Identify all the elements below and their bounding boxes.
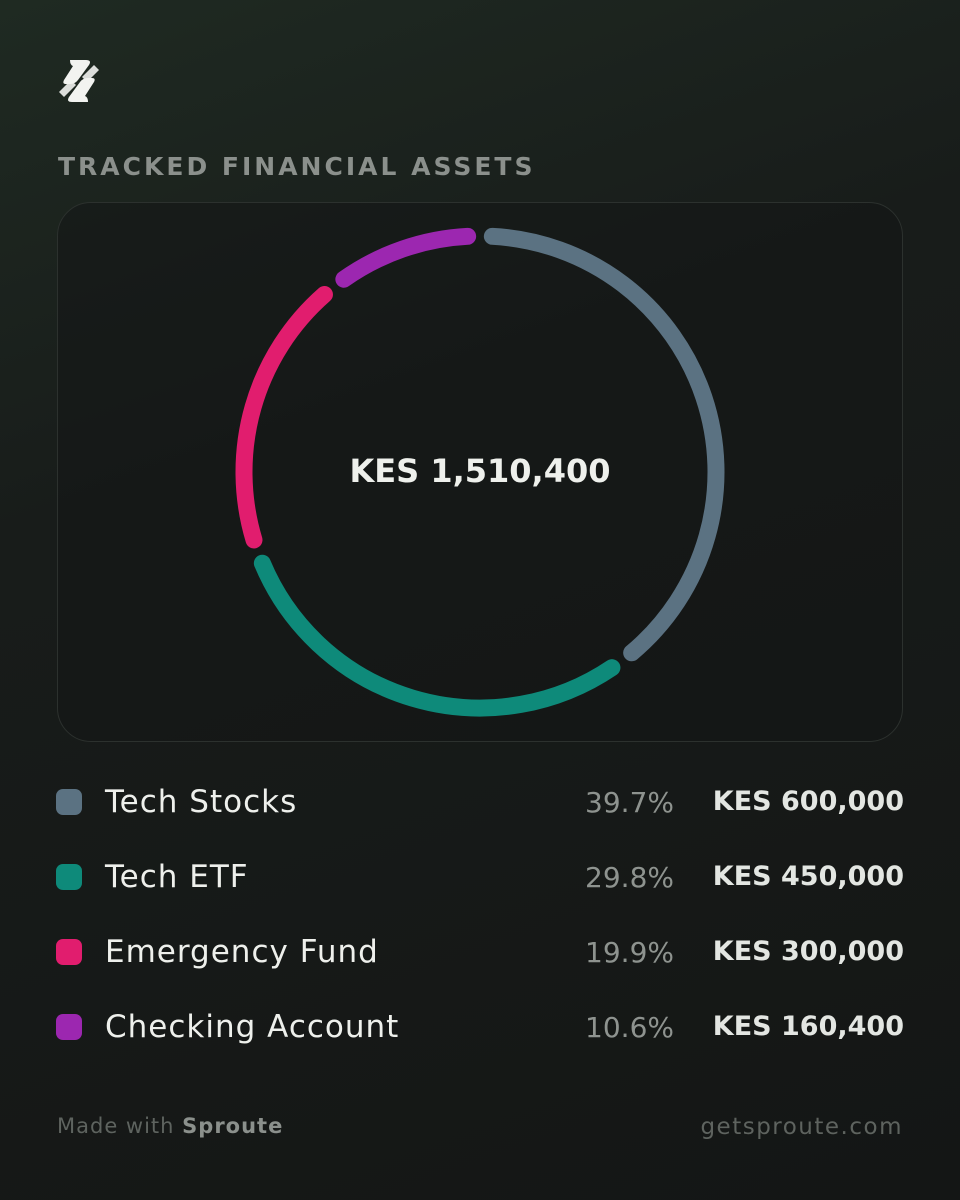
sproute-logo-icon <box>59 60 99 102</box>
chart-total-label: KES 1,510,400 <box>349 452 611 490</box>
footer-made-with: Made with <box>57 1114 175 1138</box>
footer-brand: Sproute <box>182 1114 284 1138</box>
legend-label: Tech ETF <box>105 859 249 895</box>
legend-percent: 39.7% <box>585 786 674 819</box>
legend-percent: 29.8% <box>585 861 674 894</box>
donut-slice-tech-stocks <box>483 227 725 662</box>
chart-card <box>57 202 903 742</box>
legend-swatch <box>56 1014 82 1040</box>
legend-item-checking-account: Checking Account 10.6% KES 160,400 <box>56 995 904 1070</box>
legend-value: KES 160,400 <box>712 1011 904 1042</box>
legend-percent: 19.9% <box>585 936 674 969</box>
legend-item-emergency-fund: Emergency Fund 19.9% KES 300,000 <box>56 920 904 995</box>
legend-percent: 10.6% <box>585 1011 674 1044</box>
legend-swatch <box>56 864 82 890</box>
section-title: TRACKED FINANCIAL ASSETS <box>58 152 536 181</box>
legend-value: KES 450,000 <box>712 861 904 892</box>
legend-label: Tech Stocks <box>105 784 298 820</box>
legend-value: KES 600,000 <box>712 786 904 817</box>
legend-label: Checking Account <box>105 1009 400 1045</box>
donut-slice-checking-account <box>335 227 477 288</box>
legend-value: KES 300,000 <box>712 936 904 967</box>
donut-chart <box>235 227 725 717</box>
donut-slice-emergency-fund <box>235 286 333 549</box>
footer-credit: Made with Sproute <box>57 1114 283 1138</box>
legend: Tech Stocks 39.7% KES 600,000 Tech ETF 2… <box>56 770 904 1070</box>
legend-item-tech-etf: Tech ETF 29.8% KES 450,000 <box>56 845 904 920</box>
legend-swatch <box>56 789 82 815</box>
legend-label: Emergency Fund <box>105 934 379 970</box>
legend-item-tech-stocks: Tech Stocks 39.7% KES 600,000 <box>56 770 904 845</box>
footer-url[interactable]: getsproute.com <box>700 1114 903 1140</box>
legend-swatch <box>56 939 82 965</box>
donut-slice-tech-etf <box>253 554 621 717</box>
